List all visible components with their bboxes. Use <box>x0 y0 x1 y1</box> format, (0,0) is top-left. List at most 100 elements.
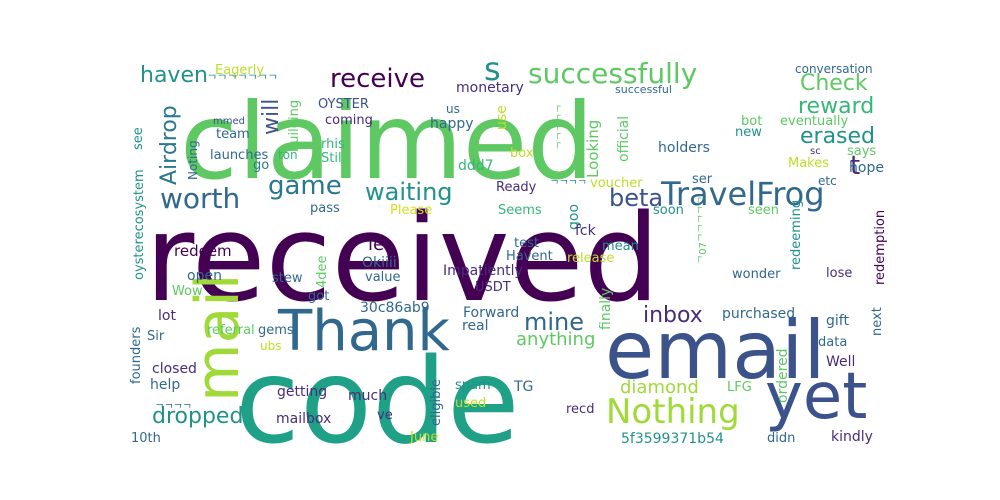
word-lose: lose <box>826 266 852 281</box>
word-eligible: eligible <box>429 379 444 426</box>
word-claimed: claimed <box>180 81 594 203</box>
word-open: open <box>187 268 222 284</box>
word-eventually: eventually <box>780 114 848 129</box>
word-lfg: LFG <box>727 380 752 395</box>
word-referral: referral <box>207 323 255 338</box>
word-ordered: ordered <box>775 348 791 403</box>
word-07: ᄀ07ᄀᄀᄀᄀᄀ <box>698 196 709 264</box>
word-sir: Sir <box>147 329 165 344</box>
word-wonder: wonder <box>732 267 781 282</box>
word-noting: Noting <box>186 140 200 180</box>
word-let: let <box>368 234 391 255</box>
word-haven: haven <box>140 63 208 88</box>
word-okiiii: Okiiii <box>362 255 397 271</box>
word-mmed: mmed <box>213 116 245 127</box>
word-june: June <box>409 430 438 445</box>
word-closed: closed <box>152 361 197 377</box>
word-glyph-126: ᄀᄀᄀᄀ <box>550 180 587 191</box>
word-email: email <box>605 304 826 397</box>
word-gems: gems <box>258 323 294 338</box>
word-5f3599371b54: 5f3599371b54 <box>621 431 724 447</box>
word-building: building <box>287 100 302 152</box>
word-didn: didn <box>767 431 795 446</box>
word-redeeming: redeeming <box>789 200 804 270</box>
word-ton: ton <box>278 148 298 162</box>
word-game: game <box>268 171 342 201</box>
word-s: s <box>484 50 501 88</box>
word-soon: soon <box>653 203 684 218</box>
word-voucher: voucher <box>590 176 643 191</box>
word-spam: spam <box>455 378 491 393</box>
word-reward: reward <box>798 94 874 119</box>
word-nothing: Nothing <box>606 392 740 432</box>
word-mail: mail <box>183 273 253 402</box>
word-please: Please <box>390 203 432 218</box>
word-bot: bot <box>741 114 762 129</box>
word-erased: erased <box>800 124 875 149</box>
word-new: new <box>735 125 762 140</box>
word-glyph-125: ᄀᄀᄀᄀ <box>155 404 192 415</box>
word-hope: hope <box>849 160 884 176</box>
word-redemption: redemption <box>873 210 888 285</box>
word-glyph-124: ᄀᄀᄀᄀᄀ <box>557 104 568 150</box>
word-real: real <box>462 318 489 334</box>
word-eagerly: Eagerly <box>215 63 264 78</box>
word-ve: ve <box>377 408 393 423</box>
word-fck: fck <box>575 223 597 239</box>
word-launches: launches <box>210 148 268 163</box>
word-monetary: monetary <box>456 80 524 96</box>
word-30c86ab9: 30c86ab9 <box>360 300 430 316</box>
word-release: release <box>567 251 614 266</box>
word-redeem: redeem <box>174 242 232 260</box>
word-help: help <box>150 377 180 393</box>
word-travelfrog: TravelFrog <box>660 175 825 213</box>
word-mailbox: mailbox <box>276 411 331 427</box>
word-got: got <box>308 289 329 304</box>
word-10th: 10th <box>131 431 161 446</box>
word-code: code <box>235 332 520 470</box>
word-used: used <box>455 396 486 411</box>
word-much: much <box>348 388 387 404</box>
word-will: will <box>259 99 284 135</box>
word-goo: goo <box>566 204 582 230</box>
word-oyster: OYSTER <box>318 97 369 112</box>
word-glyph-123: ᄀᄀᄀᄀᄀᄀᄀ <box>207 73 278 86</box>
word-pass: pass <box>310 201 340 216</box>
word-ready: Ready <box>496 180 537 195</box>
word-t: t <box>850 151 860 181</box>
word-stil: Stil <box>321 151 342 166</box>
word-go: go <box>253 158 269 173</box>
word-tg: TG <box>513 379 533 395</box>
word-finally: finally <box>598 288 614 330</box>
word-makes: Makes <box>788 156 829 171</box>
word-gift: gift <box>826 313 849 329</box>
word-worth: worth <box>160 182 240 215</box>
word-seen: seen <box>748 203 779 218</box>
word-ser: ser <box>692 172 713 187</box>
word-value: value <box>365 270 401 285</box>
word-oysterecosystem: oysterecosystem <box>132 169 147 280</box>
word-impatiently: Impatiently <box>443 263 523 279</box>
word-seems: Seems <box>498 203 542 218</box>
word-see: see <box>131 127 146 150</box>
word-holders: holders <box>658 140 710 156</box>
word-use: use <box>494 105 510 130</box>
word-thank: Thank <box>277 299 451 364</box>
word-next: next <box>870 307 885 336</box>
word-founders: founders <box>129 326 144 384</box>
word-check: Check <box>800 71 868 96</box>
word-sc: sc <box>810 146 821 157</box>
word-happy: happy <box>430 116 474 132</box>
word-anything: anything <box>516 329 595 350</box>
word-diamond: diamond <box>620 377 699 398</box>
word-says: says <box>847 144 876 159</box>
word-dropped: dropped <box>152 404 243 429</box>
word-waiting: waiting <box>365 178 453 206</box>
word-purchased: purchased <box>722 306 795 322</box>
word-kindly: kindly <box>831 429 873 445</box>
word-coming: coming <box>325 113 373 128</box>
word-box: box <box>510 146 534 161</box>
word-looking: Looking <box>584 120 602 178</box>
